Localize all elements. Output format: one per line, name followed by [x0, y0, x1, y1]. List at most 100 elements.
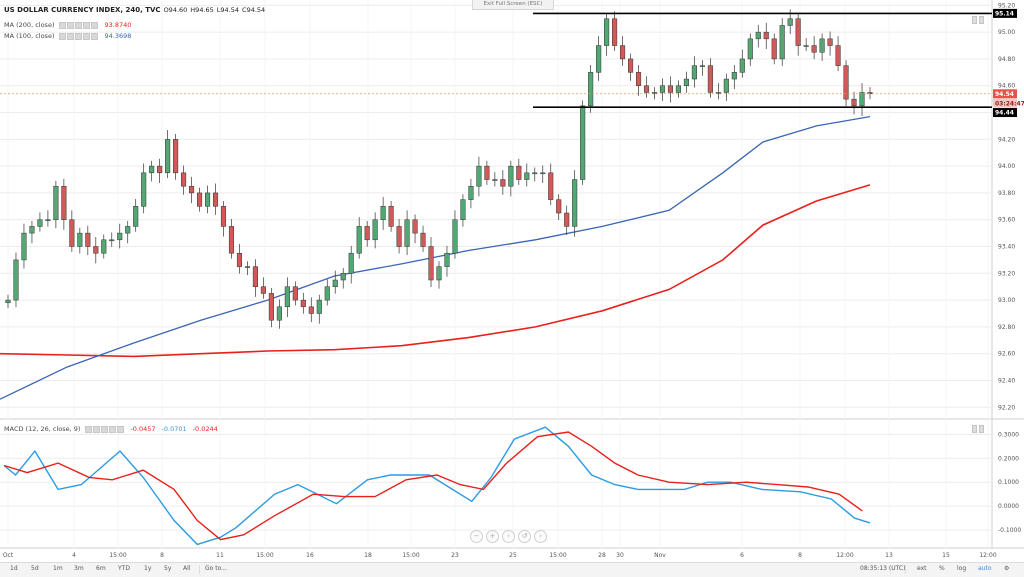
candle-body: [524, 172, 530, 180]
timeframe-6m[interactable]: 6m: [96, 565, 106, 572]
toolbar-divider: [905, 565, 906, 574]
candle-body: [835, 45, 841, 66]
candle-body: [220, 206, 227, 227]
candle-body: [771, 38, 777, 60]
candle-body: [843, 65, 849, 100]
ma100-settings-icons[interactable]: [59, 32, 99, 40]
ma100-legend[interactable]: MA (100, close) 94.3698: [4, 32, 131, 40]
candle-body: [659, 85, 666, 93]
candle-body: [93, 246, 99, 254]
timeframe-3m[interactable]: 3m: [74, 565, 84, 572]
timeframe-1d[interactable]: 1d: [10, 565, 18, 572]
bottom-toolbar: 1d 5d 1m 3m 6m YTD 1y 5y All Go to... 08…: [0, 562, 1024, 577]
nav-zoom-in-icon[interactable]: +: [486, 530, 499, 543]
percent-toggle[interactable]: %: [939, 565, 945, 572]
time-tick-label: 8: [798, 552, 802, 559]
macd-hist-value: -0.0457: [130, 425, 156, 433]
candle-body: [739, 58, 745, 73]
candle-body: [452, 219, 458, 254]
macd-settings-icons[interactable]: [85, 425, 125, 433]
nav-reset-icon[interactable]: ↺: [518, 530, 531, 543]
candle-body: [468, 185, 474, 200]
candle-body: [596, 45, 602, 73]
candle-body: [691, 65, 697, 80]
candle-body: [149, 165, 155, 174]
macd-tick-label: 0.3000: [998, 431, 1019, 438]
candle-body: [484, 165, 490, 180]
candle-body: [444, 252, 450, 267]
nav-back-icon[interactable]: ‹: [502, 530, 515, 543]
candle-body: [827, 38, 833, 46]
clock-readout: 08:35:13 (UTC): [860, 565, 906, 572]
candle-body: [117, 232, 123, 241]
time-tick-label: 4: [72, 552, 76, 559]
auto-toggle[interactable]: auto: [978, 565, 992, 572]
candle-body: [763, 31, 769, 40]
candle-body: [29, 226, 35, 234]
pane-maximize-icon[interactable]: [972, 16, 984, 24]
candle-body: [125, 226, 131, 234]
candle-body: [204, 192, 211, 207]
time-tick-label: 15:00: [256, 552, 273, 559]
candle-body: [396, 226, 402, 247]
candle-body: [412, 219, 418, 234]
log-toggle[interactable]: log: [957, 565, 967, 572]
price-tick-label: 93.80: [998, 190, 1015, 197]
candle-body: [45, 219, 51, 221]
low-value: L94.54: [216, 6, 240, 14]
timeframe-1m[interactable]: 1m: [53, 565, 63, 572]
timeframe-1y[interactable]: 1y: [144, 565, 152, 572]
ma200-settings-icons[interactable]: [59, 21, 99, 29]
ext-toggle[interactable]: ext: [917, 565, 927, 572]
ma200-legend[interactable]: MA (200, close) 93.8740: [4, 21, 131, 29]
time-tick-label: 11: [216, 552, 224, 559]
timeframe-5y[interactable]: 5y: [164, 565, 172, 572]
candle-body: [340, 273, 346, 281]
candle-body: [643, 85, 650, 93]
candle-body: [428, 246, 434, 281]
main-legend: US DOLLAR CURRENCY INDEX, 240, TVC O94.6…: [4, 6, 265, 14]
macd-legend[interactable]: MACD (12, 26, close, 9) -0.0457 -0.0701 …: [4, 425, 218, 433]
candle-body: [101, 239, 107, 254]
candle-body: [476, 165, 482, 187]
candle-body: [85, 232, 91, 247]
candle-body: [460, 199, 466, 220]
settings-gear-icon[interactable]: ⚙: [1004, 565, 1010, 572]
candle-body: [5, 299, 11, 304]
candle-body: [747, 38, 753, 60]
price-tick-label: 93.20: [998, 270, 1015, 277]
candle-body: [181, 172, 187, 187]
candle-body: [244, 266, 250, 268]
timeframe-ytd[interactable]: YTD: [118, 565, 130, 572]
price-tick-label: 94.60: [998, 83, 1015, 90]
pane-close-icon[interactable]: [972, 425, 984, 433]
candle-body: [635, 72, 642, 86]
price-tick-label: 92.20: [998, 404, 1015, 411]
nav-forward-icon[interactable]: ›: [534, 530, 547, 543]
timeframe-all[interactable]: All: [183, 565, 191, 572]
candle-body: [795, 18, 801, 46]
candle-body: [173, 139, 179, 174]
candle-body: [651, 92, 658, 94]
candle-body: [260, 286, 266, 294]
candle-body: [276, 306, 282, 321]
ma200-line: [0, 184, 871, 358]
candle-body: [420, 232, 426, 247]
candle-body: [755, 31, 761, 40]
price-tick-label: 94.20: [998, 136, 1015, 143]
candle-body: [723, 78, 729, 93]
goto-button[interactable]: Go to...: [205, 565, 227, 572]
price-tick-label: 94.80: [998, 56, 1015, 63]
timeframe-5d[interactable]: 5d: [31, 565, 39, 572]
chart-canvas[interactable]: 95.2095.0094.8094.6094.4094.2094.0093.80…: [0, 0, 1024, 562]
time-tick-label: 15:00: [402, 552, 419, 559]
open-value: O94.60: [163, 6, 188, 14]
nav-zoom-out-icon[interactable]: −: [470, 530, 483, 543]
exit-fullscreen-button[interactable]: Exit Full Screen (ESC): [472, 0, 554, 10]
candle-body: [189, 185, 195, 194]
current-price-label: 94.54: [995, 91, 1014, 98]
countdown-label: 03:24:47: [995, 100, 1024, 107]
time-tick-label: 6: [740, 552, 744, 559]
price-tick-label: 95.20: [998, 2, 1015, 9]
candle-body: [77, 232, 83, 247]
